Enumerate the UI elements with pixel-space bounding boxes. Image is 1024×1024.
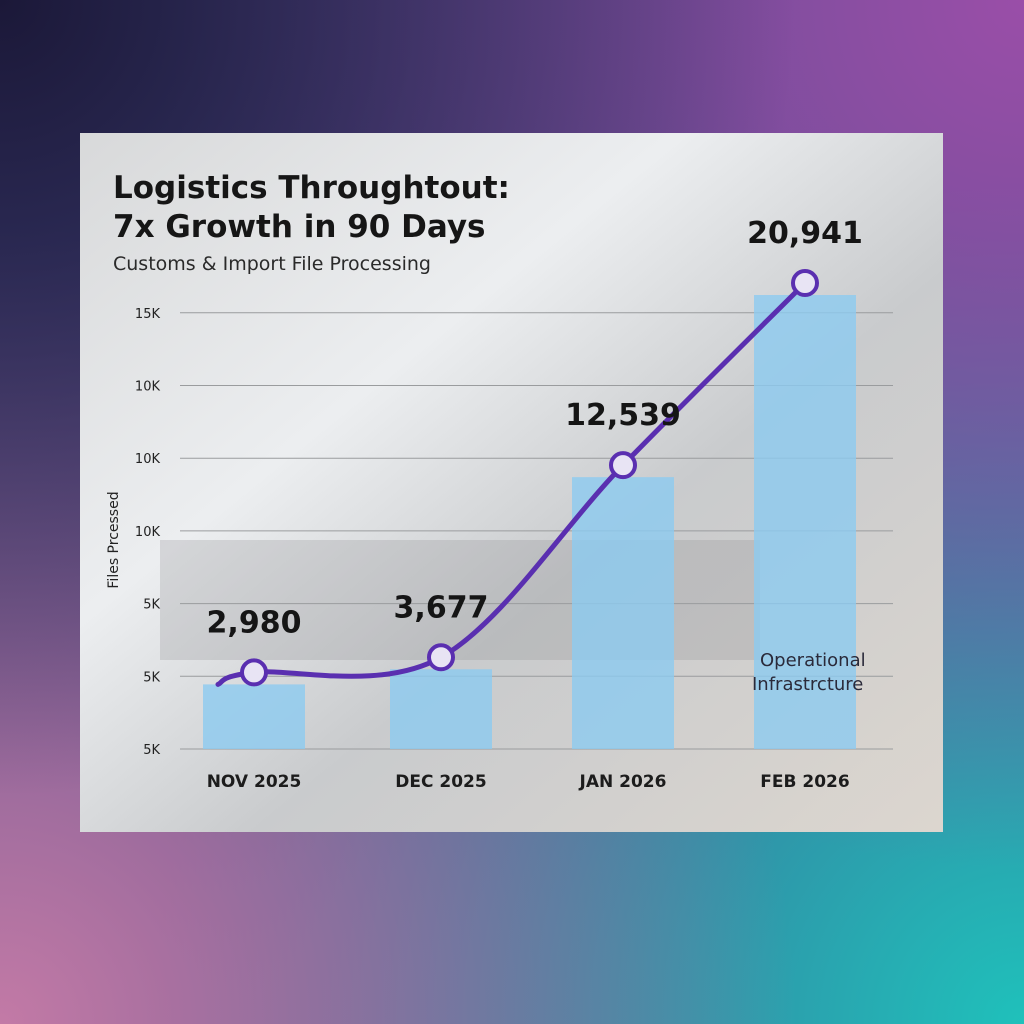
data-label: 12,539 bbox=[565, 398, 681, 433]
x-tick-labels: NOV 2025 DEC 2025 JAN 2026 FEB 2026 bbox=[207, 772, 850, 792]
chart-title: Logistics Throughtout: bbox=[113, 170, 510, 206]
line-marker bbox=[609, 451, 637, 480]
annotation-infrastructure: Infrastrcture bbox=[752, 674, 863, 695]
x-tick-label: FEB 2026 bbox=[760, 772, 849, 792]
data-label: 2,980 bbox=[207, 605, 302, 640]
line-marker bbox=[791, 269, 819, 297]
y-tick-labels: 5K 5K 5K 10K 10K 10K 15K bbox=[135, 307, 161, 758]
y-tick-label: 10K bbox=[135, 452, 161, 467]
x-tick-label: JAN 2026 bbox=[579, 772, 667, 792]
y-tick-label: 10K bbox=[135, 525, 161, 540]
y-axis-label: Files Prcessed bbox=[106, 491, 122, 588]
y-tick-label: 5K bbox=[143, 670, 160, 685]
markers bbox=[240, 269, 819, 687]
data-label: 3,677 bbox=[394, 590, 489, 625]
line-marker bbox=[427, 643, 455, 672]
line-marker bbox=[240, 658, 268, 687]
bars bbox=[203, 295, 856, 749]
annotation-operational: Operational bbox=[760, 650, 866, 671]
x-tick-label: NOV 2025 bbox=[207, 772, 302, 792]
bar-dec-2025 bbox=[390, 669, 492, 749]
data-labels: 2,980 3,677 12,539 20,941 bbox=[207, 216, 863, 640]
chart-subtitle: Customs & Import File Processing bbox=[113, 253, 431, 275]
data-label: 20,941 bbox=[747, 216, 863, 251]
bar-feb-2026 bbox=[754, 295, 856, 749]
y-tick-label: 10K bbox=[135, 380, 161, 395]
bar-jan-2026 bbox=[572, 477, 674, 749]
y-tick-label: 5K bbox=[143, 743, 160, 758]
bar-nov-2025 bbox=[203, 684, 305, 749]
y-tick-label: 15K bbox=[135, 307, 161, 322]
x-tick-label: DEC 2025 bbox=[395, 772, 486, 792]
chart-title-line2: 7x Growth in 90 Days bbox=[113, 209, 485, 245]
y-tick-label: 5K bbox=[143, 598, 160, 613]
